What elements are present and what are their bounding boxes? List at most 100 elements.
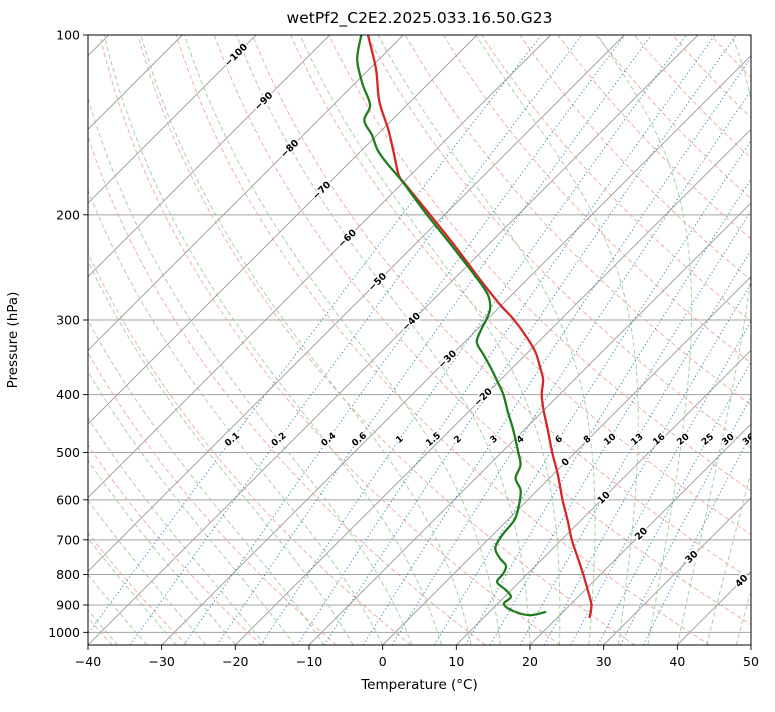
- y-tick-label: 600: [56, 492, 80, 507]
- mixing-ratio-line: [217, 36, 651, 645]
- dry-adiabat-line: [482, 36, 775, 645]
- isotherm-line: [0, 35, 182, 645]
- mixing-ratio-line: [130, 36, 581, 645]
- dry-adiabat-line: [597, 36, 775, 645]
- isotherm-label: −60: [336, 227, 359, 250]
- isotherm-label: −20: [472, 386, 495, 409]
- y-tick-label: 200: [56, 207, 80, 222]
- isotherm-label: 0: [560, 456, 573, 469]
- mixing-ratio-label: 10: [602, 432, 618, 448]
- mixing-ratio-label: 1.5: [424, 431, 443, 449]
- moist-adiabat-line: [0, 35, 206, 645]
- mixing-ratio-line: [392, 36, 775, 645]
- y-tick-label: 300: [56, 313, 80, 328]
- mixing-ratio-label: 25: [700, 432, 716, 448]
- moist-adiabat-line: [185, 35, 501, 645]
- x-tick-label: −10: [296, 654, 322, 669]
- mixing-ratio-label: 6: [554, 434, 565, 446]
- isotherm-line: [14, 35, 624, 645]
- mixing-ratio-label: 0.2: [270, 431, 289, 449]
- moist-adiabat-line: [141, 35, 471, 645]
- x-tick-label: 0: [379, 654, 387, 669]
- mixing-ratio-label: 1: [394, 434, 405, 446]
- y-tick-label: 400: [56, 387, 80, 402]
- dry-adiabat-line: [329, 36, 775, 645]
- isotherm-label: −30: [436, 348, 459, 371]
- moist-adiabat-line: [44, 35, 382, 645]
- mixing-ratio-line: [544, 36, 775, 645]
- mixing-ratio-line: [434, 36, 775, 645]
- x-tick-label: 50: [743, 654, 759, 669]
- moist-adiabat-line: [0, 35, 294, 645]
- moist-adiabat-line: [20, 35, 354, 645]
- y-tick-label: 100: [56, 28, 80, 43]
- mixing-ratio-line: [363, 36, 766, 645]
- mixing-ratio-label: 3: [489, 434, 500, 446]
- mixing-ratio-line: [598, 36, 775, 645]
- dry-adiabat-line: [559, 36, 775, 645]
- moist-adiabat-line: [237, 35, 530, 645]
- y-tick-label: 700: [56, 532, 80, 547]
- mixing-ratio-label: 36: [741, 432, 757, 448]
- mixing-ratio-line: [490, 36, 775, 645]
- dry-adiabat-line: [24, 36, 411, 645]
- isotherm-label: 10: [595, 489, 612, 506]
- mixing-ratio-line: [571, 36, 775, 645]
- dry-adiabat-line: [0, 36, 336, 645]
- isotherm-label: −100: [223, 41, 251, 69]
- x-tick-label: −40: [75, 654, 101, 669]
- dry-adiabat-line: [291, 36, 775, 645]
- dry-adiabat-line: [368, 36, 775, 645]
- dry-adiabat-line: [62, 36, 486, 645]
- mixing-ratio-line: [466, 36, 775, 645]
- isotherm-label: −80: [279, 137, 302, 160]
- x-axis-label: Temperature (°C): [360, 677, 478, 693]
- y-tick-label: 500: [56, 445, 80, 460]
- y-tick-label: 1000: [48, 625, 80, 640]
- mixing-ratio-line: [80, 36, 541, 645]
- isotherm-line: [0, 35, 403, 645]
- isotherm-label: 40: [733, 572, 750, 589]
- dry-adiabat-line: [711, 36, 775, 645]
- isotherm-line: [309, 35, 775, 645]
- y-tick-label: 800: [56, 567, 80, 582]
- x-tick-label: 20: [522, 654, 538, 669]
- x-tick-label: 10: [448, 654, 464, 669]
- mixing-ratio-label: 0.4: [320, 431, 339, 449]
- moist-adiabat-line: [378, 35, 595, 645]
- moist-adiabat-line: [736, 35, 775, 645]
- dry-adiabat-line: [406, 36, 775, 645]
- isotherm-label: −70: [311, 179, 334, 202]
- isotherm-line: [751, 35, 775, 645]
- dry-adiabat-line: [750, 36, 775, 645]
- moist-adiabat-line: [598, 35, 692, 645]
- x-tick-label: −20: [222, 654, 248, 669]
- isotherm-label: −90: [253, 90, 276, 113]
- mixing-ratio-label: 16: [651, 432, 667, 448]
- dry-adiabat-line: [0, 36, 261, 645]
- plot-border: [88, 35, 751, 645]
- mixing-ratio-line: [620, 36, 775, 645]
- mixing-ratio-label: 0.6: [350, 431, 369, 449]
- mixing-ratio-label: 20: [676, 432, 692, 448]
- isotherm-line: [456, 35, 775, 645]
- x-tick-label: 30: [596, 654, 612, 669]
- dry-adiabat-line: [444, 36, 775, 645]
- moist-adiabat-line: [104, 35, 442, 645]
- mixing-ratio-label: 13: [630, 432, 646, 448]
- y-tick-label: 900: [56, 598, 80, 613]
- moist-adiabat-line: [0, 35, 235, 645]
- mixing-ratio-line: [643, 36, 775, 645]
- x-tick-label: −30: [148, 654, 174, 669]
- mixing-ratio-line: [261, 36, 686, 645]
- moist-adiabat-line: [0, 35, 324, 645]
- plot-layers: −100−90−80−70−60−50−40−30−200102030400.1…: [0, 28, 775, 670]
- moist-adiabat-line: [72, 35, 412, 645]
- moist-adiabat-line: [0, 35, 147, 645]
- grid-layer: −100−90−80−70−60−50−40−30−200102030400.1…: [0, 35, 775, 645]
- dry-adiabat-line: [100, 36, 560, 645]
- isotherm-line: [0, 35, 256, 645]
- dry-adiabat-line: [635, 36, 775, 645]
